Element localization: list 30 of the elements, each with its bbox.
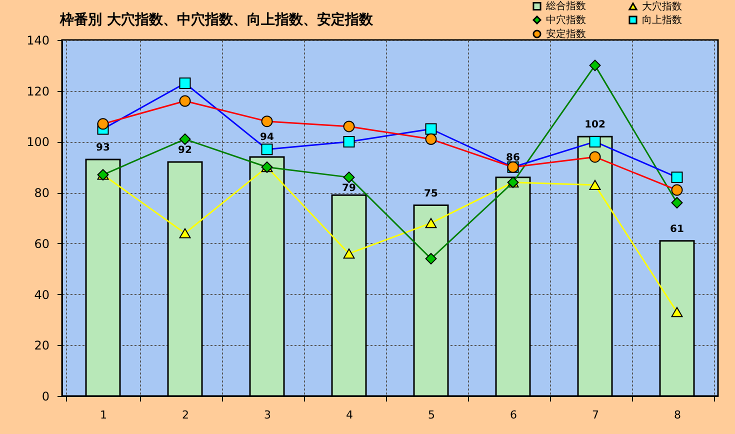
data-label: 79 <box>342 183 356 194</box>
x-tick-label: 8 <box>674 408 681 422</box>
y-tick-label: 100 <box>26 135 50 150</box>
x-tick-label: 5 <box>428 408 435 422</box>
legend-label: 大穴指数 <box>642 0 682 12</box>
y-tick-label: 0 <box>42 390 50 404</box>
data-label: 94 <box>260 132 274 143</box>
y-tick-label: 20 <box>34 338 50 353</box>
chart-title: 枠番別 大穴指数、中穴指数、向上指数、安定指数 <box>59 11 374 28</box>
data-label: 102 <box>584 120 606 131</box>
legend-label: 安定指数 <box>546 28 586 40</box>
y-tick-label: 40 <box>34 288 50 302</box>
data-label: 93 <box>96 142 110 154</box>
y-tick-label: 120 <box>26 84 50 98</box>
x-tick-label: 1 <box>100 408 107 422</box>
y-tick-label: 80 <box>34 186 50 200</box>
data-label: 61 <box>670 224 684 235</box>
data-label: 92 <box>178 145 192 156</box>
y-tick-label: 140 <box>26 34 50 48</box>
x-tick-label: 2 <box>182 408 189 422</box>
x-tick-label: 4 <box>346 408 353 422</box>
data-label: 75 <box>424 188 438 200</box>
data-label: 86 <box>506 152 520 164</box>
x-tick-label: 7 <box>592 408 599 422</box>
y-tick-label: 60 <box>34 236 50 251</box>
x-tick-label: 6 <box>510 408 517 422</box>
legend-label: 向上指数 <box>642 14 682 26</box>
x-tick-label: 3 <box>264 408 271 422</box>
legend-label: 中穴指数 <box>546 14 586 26</box>
legend-label: 総合指数 <box>545 0 586 12</box>
